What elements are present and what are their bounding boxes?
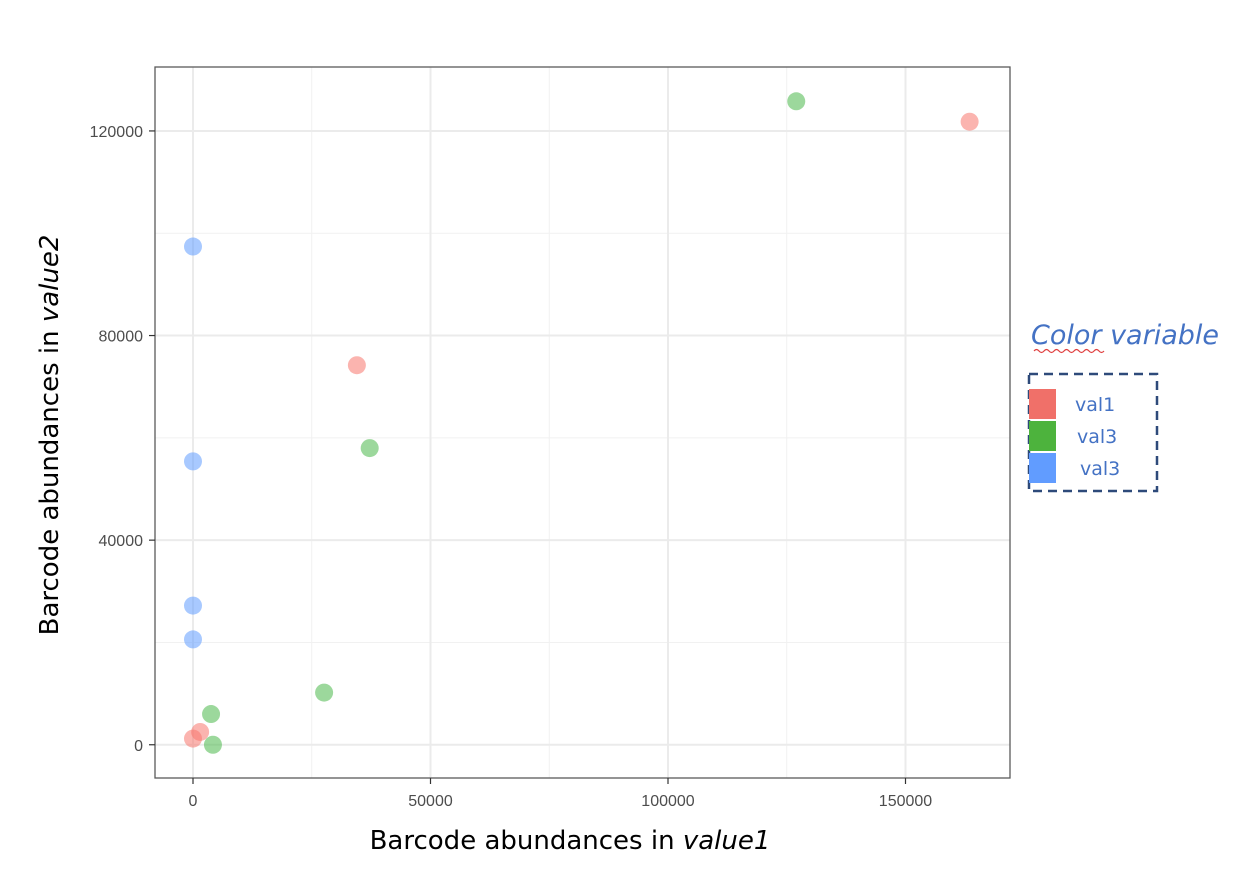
data-points bbox=[184, 92, 979, 754]
legend-swatch bbox=[1029, 453, 1056, 483]
legend-swatch bbox=[1029, 421, 1056, 451]
x-axis-title: Barcode abundances in value1 bbox=[370, 826, 771, 856]
y-axis-title-prefix: Barcode abundances in bbox=[35, 322, 65, 635]
data-point bbox=[203, 735, 222, 754]
data-point bbox=[787, 92, 806, 111]
y-axis-title: Barcode abundances in value2 bbox=[35, 235, 65, 636]
data-point bbox=[960, 112, 979, 131]
y-tick-label: 80000 bbox=[99, 329, 144, 346]
y-tick-label: 40000 bbox=[99, 533, 144, 550]
spellcheck-underline bbox=[1033, 348, 1105, 354]
legend-label: val3 bbox=[1077, 426, 1117, 448]
data-point bbox=[347, 356, 366, 375]
data-point bbox=[360, 439, 379, 458]
y-tick-label: 120000 bbox=[90, 124, 143, 141]
data-point bbox=[184, 237, 202, 256]
data-point bbox=[202, 705, 221, 724]
y-axis-title-variable: value2 bbox=[35, 235, 65, 323]
grid-major bbox=[155, 67, 1010, 778]
data-point bbox=[315, 683, 334, 702]
y-axis-ticks: 0 40000 80000 120000 bbox=[90, 124, 155, 755]
x-tick-label: 150000 bbox=[879, 793, 932, 810]
data-point bbox=[184, 596, 202, 615]
grid-minor bbox=[155, 67, 1010, 778]
legend: Color variable val1 val3 val3 bbox=[1027, 320, 1219, 493]
plot-panel bbox=[155, 67, 1010, 778]
data-point bbox=[184, 630, 202, 649]
x-tick-label: 100000 bbox=[641, 793, 694, 810]
x-tick-label: 0 bbox=[189, 793, 198, 810]
legend-label: val3 bbox=[1080, 458, 1120, 480]
legend-box bbox=[1027, 372, 1159, 493]
plot-border bbox=[154, 66, 1011, 779]
legend-entries: val1 val3 val3 bbox=[1029, 389, 1120, 483]
data-point bbox=[184, 452, 202, 471]
x-axis-title-prefix: Barcode abundances in bbox=[370, 826, 683, 856]
x-axis-ticks: 0 50000 100000 150000 bbox=[189, 778, 932, 810]
x-tick-label: 50000 bbox=[408, 793, 453, 810]
data-point bbox=[184, 729, 202, 748]
legend-title: Color variable bbox=[1031, 320, 1219, 351]
legend-swatch bbox=[1029, 389, 1056, 419]
x-axis-title-variable: value1 bbox=[683, 826, 771, 856]
y-tick-label: 0 bbox=[134, 738, 143, 755]
legend-label: val1 bbox=[1075, 394, 1115, 416]
